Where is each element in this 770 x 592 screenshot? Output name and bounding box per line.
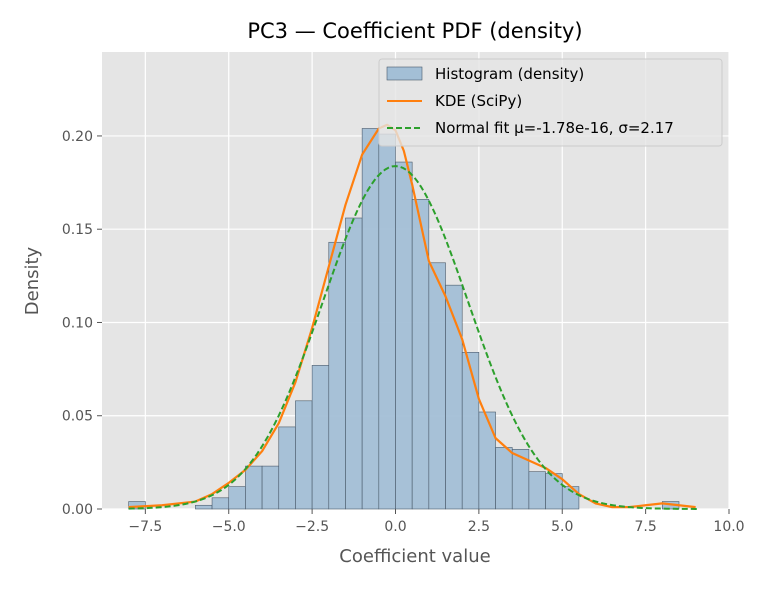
y-axis: 0.00 0.05 0.10 0.15 0.20 xyxy=(62,129,102,518)
kde-line xyxy=(128,123,696,509)
histogram-bars xyxy=(128,128,680,510)
legend-swatch-histogram xyxy=(386,66,423,81)
y-axis-label: Density xyxy=(22,246,43,315)
legend-label-normal: Normal fit μ=-1.78e-16, σ=2.17 xyxy=(435,119,674,137)
normal-fit-line xyxy=(128,165,699,510)
x-axis-label: Coefficient value xyxy=(339,546,490,567)
histogram-bar xyxy=(461,352,480,510)
histogram-bar xyxy=(345,217,363,510)
legend-box xyxy=(378,58,723,147)
chart-title: PC3 — Coefficient PDF (density) xyxy=(247,19,582,43)
histogram-bar xyxy=(278,426,296,510)
histogram-bar xyxy=(195,504,213,510)
x-axis: −7.5 −5.0 −2.5 0.0 2.5 5.0 7.5 10.0 xyxy=(128,509,745,535)
histogram-bar xyxy=(211,497,230,510)
y-tick-label: 0.15 xyxy=(62,222,93,238)
x-tick-label: 7.5 xyxy=(634,519,656,535)
x-tick-label: 2.5 xyxy=(468,519,490,535)
x-tick-label: 5.0 xyxy=(551,519,573,535)
histogram-bar xyxy=(261,465,280,510)
histogram-bar xyxy=(311,365,330,510)
histogram-bar xyxy=(228,486,246,510)
histogram-bar xyxy=(528,471,546,510)
histogram-bar xyxy=(361,128,380,510)
legend: Histogram (density) KDE (SciPy) Normal f… xyxy=(378,58,723,147)
histogram-bar xyxy=(295,400,313,510)
x-tick-label: 0.0 xyxy=(384,519,406,535)
histogram-bar xyxy=(395,161,413,510)
x-tick-label: 10.0 xyxy=(713,519,744,535)
legend-label-histogram: Histogram (density) xyxy=(435,65,584,83)
x-tick-label: −5.0 xyxy=(212,519,246,535)
series-lines xyxy=(128,123,699,510)
x-tick-label: −2.5 xyxy=(295,519,329,535)
histogram-bar xyxy=(378,133,396,510)
y-tick-label: 0.20 xyxy=(62,129,93,145)
y-tick-label: 0.05 xyxy=(62,409,93,425)
histogram-bar xyxy=(478,411,496,510)
histogram-bar xyxy=(245,465,263,510)
y-tick-label: 0.00 xyxy=(62,502,93,518)
histogram-bar xyxy=(495,447,513,510)
histogram-bar xyxy=(328,241,346,510)
y-tick-label: 0.10 xyxy=(62,315,93,331)
x-tick-label: −7.5 xyxy=(128,519,162,535)
histogram-bar xyxy=(428,262,446,510)
legend-label-kde: KDE (SciPy) xyxy=(435,92,522,110)
